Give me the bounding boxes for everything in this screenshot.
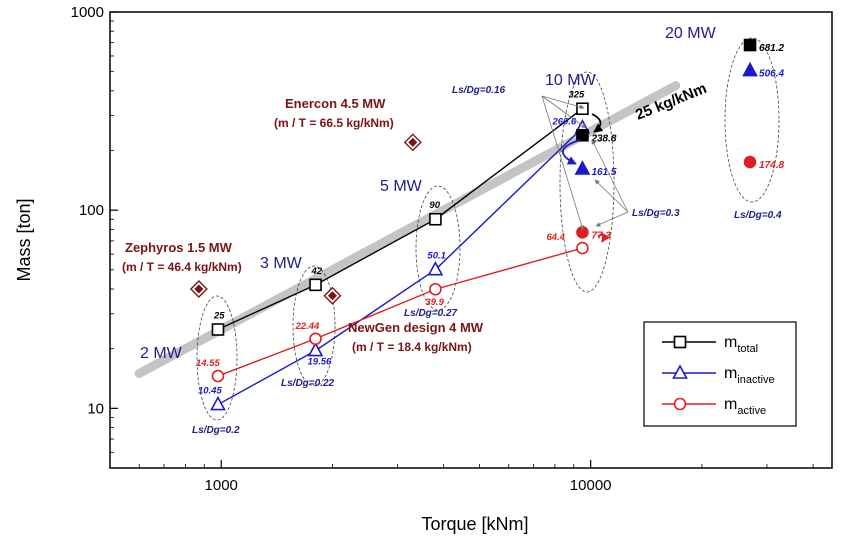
- filled-point-4: [742, 61, 758, 77]
- point-label-m_inactive-1: 19.56: [308, 357, 332, 368]
- power-label-10mw: 10 MW: [545, 72, 597, 89]
- filled-point-5: [743, 155, 757, 169]
- series-lines: [217, 108, 583, 406]
- y-axis-label: Mass [ton]: [14, 198, 34, 281]
- axis-ticks: 1000 10000 10 100 1000: [71, 4, 814, 494]
- arrow-016-b: [541, 95, 587, 129]
- arrow-016-c: [541, 95, 585, 231]
- point-m_total-3: [576, 102, 589, 116]
- point-label-m_active-3: 64.4: [546, 232, 565, 243]
- power-label-5mw: 5 MW: [380, 178, 423, 195]
- point-m_total-1: [309, 278, 322, 292]
- filled-point-0: [576, 128, 589, 142]
- point-m_active-1: [309, 332, 322, 346]
- ellipse-20mw: [724, 37, 780, 203]
- group-ellipses: [196, 37, 780, 421]
- line-m_total: [217, 108, 583, 331]
- filled-point-label-3: 681.2: [759, 43, 784, 54]
- filled-point-label-4: 506.4: [759, 69, 784, 80]
- power-label-2mw: 2 MW: [140, 345, 183, 362]
- plot-frame: [109, 11, 833, 469]
- arrow-shift-inactive: [562, 139, 581, 165]
- ratio-label-5mw: Ls/Dg=0.27: [404, 308, 458, 319]
- legend-sub-m_inactive: inactive: [737, 374, 774, 386]
- arrow-shift-total: [591, 113, 604, 133]
- ratio-label-2mw: Ls/Dg=0.2: [192, 425, 240, 436]
- ratio-label-10mw-a: Ls/Dg=0.16: [452, 85, 506, 96]
- arrow-016-a: [541, 95, 585, 110]
- commercial-markers: [189, 133, 422, 305]
- power-label-3mw: 3 MW: [260, 255, 303, 272]
- legend-marker-m_inactive: [672, 364, 688, 379]
- newgen-ratio: (m / T = 18.4 kg/kNm): [352, 340, 472, 354]
- point-m_inactive-2: [427, 260, 444, 276]
- ellipse-2mw: [196, 295, 238, 421]
- line-m_active: [217, 247, 583, 377]
- point-label-m_total-2: 90: [429, 200, 440, 211]
- point-m_active-2: [429, 282, 442, 296]
- legend-marker-m_active: [673, 397, 687, 411]
- point-m_active-0: [211, 369, 225, 383]
- legend-sub-m_active: active: [737, 405, 766, 417]
- point-label-m_inactive-0: 10.45: [198, 386, 222, 397]
- filled-point-3: [743, 38, 757, 52]
- ratio-label-3mw: Ls/Dg=0.22: [281, 378, 335, 389]
- filled-point-label-0: 238.8: [590, 133, 616, 144]
- y-tick-label-1: 100: [79, 202, 104, 219]
- point-m_active-3: [576, 241, 589, 255]
- legend-box: [643, 321, 797, 427]
- ellipse-10mw: [559, 71, 615, 293]
- filled-point-label-1: 161.5: [591, 167, 616, 178]
- legend-marker-m_total: [673, 335, 687, 349]
- commercial-marker-core-2: [327, 291, 337, 301]
- x-tick-label-1: 10000: [570, 477, 612, 494]
- enercon-name: Enercon 4.5 MW: [285, 96, 386, 111]
- point-label-m_inactive-3: 260.6: [551, 117, 576, 128]
- zephyros-name: Zephyros 1.5 MW: [125, 240, 233, 255]
- filled-point-1: [574, 160, 591, 175]
- power-label-20mw: 20 MW: [665, 25, 717, 42]
- arrow-shift-active: [597, 232, 611, 243]
- commercial-marker-core-0: [194, 284, 204, 294]
- ratio-label-20mw: Ls/Dg=0.4: [734, 210, 782, 221]
- arrow-03-c: [595, 211, 629, 227]
- point-m_inactive-0: [210, 395, 226, 411]
- arrow-03-a: [591, 139, 629, 213]
- ellipse-5mw: [415, 185, 461, 311]
- ellipse-3mw: [292, 265, 336, 387]
- x-axis-label: Torque [kNm]: [421, 514, 528, 534]
- newgen-name: NewGen design 4 MW: [348, 320, 484, 335]
- y-tick-label-0: 10: [87, 400, 104, 417]
- line-m_inactive: [217, 127, 583, 406]
- legend-sub-m_total: total: [737, 343, 758, 355]
- point-label-m_active-1: 22.44: [295, 321, 320, 332]
- point-label-m_total-3: 325: [568, 90, 585, 101]
- x-tick-label-0: 1000: [205, 477, 238, 494]
- point-label-m_inactive-2: 50.1: [427, 251, 446, 262]
- annotation-arrows: [541, 95, 629, 243]
- ratio-label-10mw-b: Ls/Dg=0.3: [632, 208, 680, 219]
- point-labels: 25 42 90 325 10.45 19.56 50.1 260.6 14.55 22.44 39…: [196, 43, 785, 397]
- arrow-03-b: [594, 179, 629, 213]
- commercial-marker-core-1: [408, 137, 418, 147]
- filled-point-label-2: 77.3: [591, 230, 611, 241]
- zephyros-ratio: (m / T = 46.4 kg/kNm): [122, 260, 242, 274]
- point-label-m_total-0: 25: [213, 310, 225, 321]
- y-tick-label-2: 1000: [71, 4, 104, 21]
- enercon-ratio: (m / T = 66.5 kg/kNm): [274, 116, 394, 130]
- point-m_total-2: [429, 212, 442, 226]
- filled-point-label-5: 174.8: [759, 160, 784, 171]
- point-label-m_active-0: 14.55: [196, 358, 220, 369]
- point-m_total-0: [211, 323, 225, 336]
- point-label-m_active-2: 39.9: [425, 297, 444, 308]
- point-m_inactive-1: [307, 341, 324, 357]
- point-label-m_total-1: 42: [311, 266, 323, 277]
